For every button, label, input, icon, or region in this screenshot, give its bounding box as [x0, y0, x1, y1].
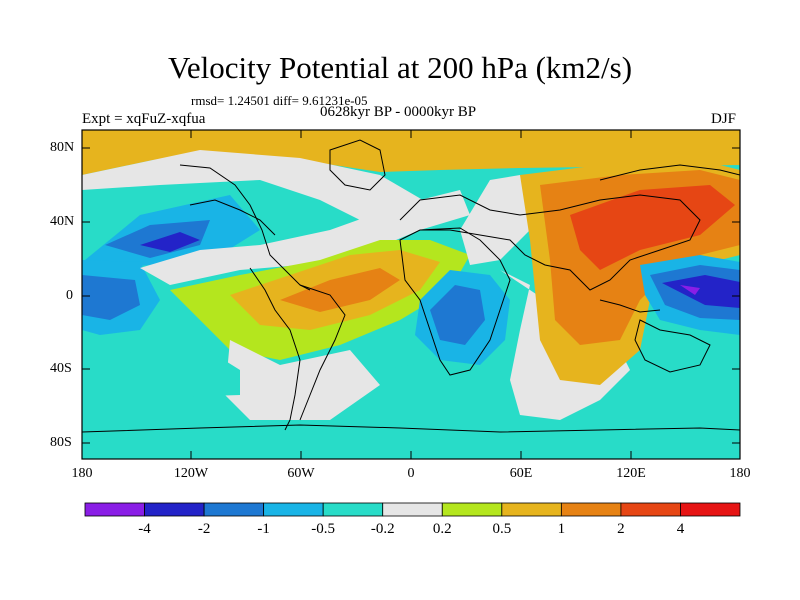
colorbar-label: -2	[197, 521, 211, 537]
lon-label-60w: 60W	[287, 466, 315, 481]
lon-label-120w: 120W	[173, 466, 209, 481]
colorbar-label: -0.5	[311, 521, 336, 537]
colorbar-label: 0.5	[492, 521, 512, 537]
colorbar-swatch	[501, 502, 562, 517]
colorbar-swatch	[263, 502, 324, 517]
lat-label-80n: 80N	[50, 140, 75, 155]
lon-label-60e: 60E	[509, 466, 533, 481]
coastlines	[82, 139, 740, 433]
colorbar-swatch	[680, 502, 741, 517]
lon-label-0: 0	[407, 466, 415, 481]
colorbar-swatch	[322, 502, 384, 517]
colorbar-label: 1	[557, 521, 566, 537]
colorbar-swatch	[382, 502, 443, 517]
axis-ticks	[82, 130, 740, 459]
stats-label: rmsd= 1.24501 diff= 9.61231e-05	[191, 93, 368, 108]
colorbar	[84, 502, 741, 517]
lat-label-0: 0	[66, 288, 73, 303]
colorbar-swatch	[441, 502, 503, 517]
lat-label-40n: 40N	[50, 214, 75, 229]
lon-label-180w: 180	[71, 466, 93, 481]
experiment-label: Expt = xqFuZ-xqfua	[82, 111, 206, 127]
map-title: Velocity Potential at 200 hPa (km2/s)	[167, 50, 633, 85]
period-label: 0628kyr BP - 0000kyr BP	[320, 104, 477, 120]
colorbar-label: 2	[617, 521, 625, 537]
lat-label-40s: 40S	[50, 361, 72, 376]
contour-field	[82, 130, 740, 459]
colorbar-label: 0.2	[432, 521, 452, 537]
colorbar-swatch	[203, 502, 265, 517]
lon-label-120e: 120E	[616, 466, 646, 481]
lon-label-180e: 180	[729, 466, 751, 481]
colorbar-swatch	[84, 502, 145, 517]
colorbar-swatch	[560, 502, 622, 517]
colorbar-label: -4	[138, 521, 151, 537]
colorbar-label: -0.2	[370, 521, 395, 537]
season-label: DJF	[711, 111, 737, 127]
colorbar-swatch	[144, 502, 205, 517]
colorbar-label: -1	[257, 521, 270, 537]
colorbar-swatch	[620, 502, 681, 517]
lat-label-80s: 80S	[50, 435, 72, 450]
colorbar-label: 4	[676, 521, 685, 537]
